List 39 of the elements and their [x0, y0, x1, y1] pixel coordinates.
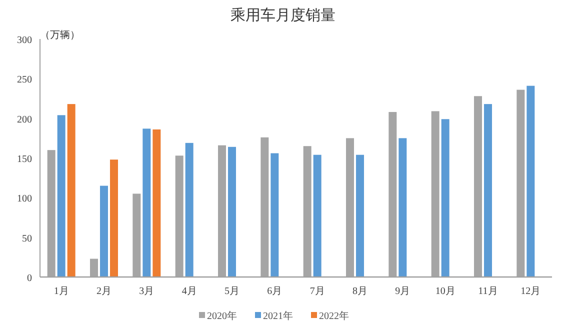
- y-tick-label: 300: [17, 35, 32, 46]
- bar: [484, 104, 492, 277]
- legend-label: 2022年: [319, 310, 349, 322]
- bar: [526, 86, 535, 277]
- x-tick-label: 10月: [435, 286, 456, 297]
- x-tick-label: 6月: [267, 286, 282, 297]
- bar: [270, 153, 279, 277]
- y-tick-label: 250: [17, 74, 32, 86]
- bar: [67, 104, 76, 277]
- bar: [313, 154, 322, 277]
- x-tick-label: 2月: [96, 286, 112, 297]
- x-tick-label: 5月: [224, 286, 240, 297]
- y-tick-label: 150: [17, 154, 32, 165]
- x-tick-label: 1月: [54, 286, 69, 297]
- bar: [398, 138, 407, 277]
- bar: [110, 160, 118, 277]
- bar: [142, 128, 151, 277]
- x-tick-label: 12月: [520, 286, 541, 297]
- title: 乘用车月度销量: [230, 8, 336, 24]
- legend-label: 2021年: [263, 310, 293, 322]
- x-tick-label: 11月: [478, 286, 498, 297]
- x-tick-label: 8月: [352, 286, 368, 297]
- x-tick-label: 3月: [139, 286, 154, 297]
- ylabel: （万辆）: [40, 30, 80, 41]
- y-tick-label: 0: [27, 273, 32, 284]
- bar: [441, 119, 450, 277]
- bar: [100, 186, 108, 277]
- bar: [228, 146, 236, 277]
- legend-label: 2020年: [207, 310, 237, 322]
- bar: [152, 129, 161, 277]
- bar: [185, 142, 194, 277]
- bar: [356, 154, 364, 277]
- bar: [57, 115, 66, 277]
- y-tick-label: 200: [17, 114, 32, 126]
- x-tick-label: 7月: [310, 286, 325, 297]
- x-tick-label: 9月: [395, 286, 410, 297]
- x-tick-label: 4月: [182, 286, 197, 297]
- y-tick-label: 100: [17, 194, 32, 205]
- y-tick-label: 50: [22, 233, 32, 244]
